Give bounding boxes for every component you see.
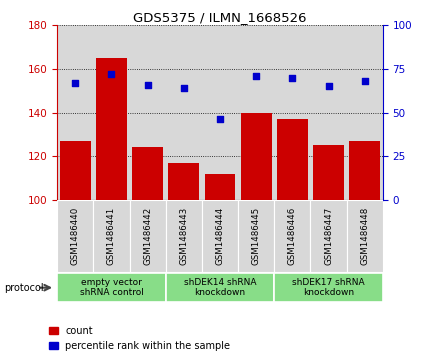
Point	[361, 78, 368, 84]
Text: GSM1486441: GSM1486441	[107, 207, 116, 265]
Text: shDEK17 shRNA
knockdown: shDEK17 shRNA knockdown	[292, 278, 365, 297]
Bar	[60, 141, 91, 200]
Bar	[347, 200, 383, 272]
Bar	[132, 147, 163, 200]
Title: GDS5375 / ILMN_1668526: GDS5375 / ILMN_1668526	[133, 11, 307, 24]
Bar	[57, 200, 93, 272]
Bar	[311, 25, 347, 200]
Bar	[238, 200, 274, 272]
Bar	[129, 25, 166, 200]
Bar	[274, 25, 311, 200]
Bar	[202, 200, 238, 272]
Bar	[311, 200, 347, 272]
Bar	[166, 200, 202, 272]
Point	[144, 82, 151, 87]
Text: empty vector
shRNA control: empty vector shRNA control	[80, 278, 143, 297]
Point	[325, 83, 332, 89]
Bar	[96, 58, 127, 200]
Point	[72, 80, 79, 86]
Bar	[93, 200, 129, 272]
Text: GSM1486443: GSM1486443	[180, 207, 188, 265]
Bar	[349, 141, 380, 200]
Bar	[277, 119, 308, 200]
Bar	[57, 273, 166, 302]
Point	[289, 75, 296, 81]
Point	[108, 71, 115, 77]
Legend: count, percentile rank within the sample: count, percentile rank within the sample	[49, 326, 231, 351]
Bar	[169, 163, 199, 200]
Bar	[166, 25, 202, 200]
Bar	[274, 200, 311, 272]
Bar	[313, 145, 344, 200]
Text: GSM1486445: GSM1486445	[252, 207, 260, 265]
Text: GSM1486444: GSM1486444	[216, 207, 224, 265]
Text: GSM1486446: GSM1486446	[288, 207, 297, 265]
Text: GSM1486440: GSM1486440	[71, 207, 80, 265]
Bar	[202, 25, 238, 200]
Bar	[205, 174, 235, 200]
Point	[180, 85, 187, 91]
Bar	[93, 25, 129, 200]
Bar	[241, 113, 271, 200]
Text: shDEK14 shRNA
knockdown: shDEK14 shRNA knockdown	[184, 278, 256, 297]
Bar	[57, 25, 93, 200]
Bar	[347, 25, 383, 200]
Text: GSM1486447: GSM1486447	[324, 207, 333, 265]
Bar	[129, 200, 166, 272]
Bar	[166, 273, 274, 302]
Bar	[274, 273, 383, 302]
Bar	[238, 25, 274, 200]
Text: GSM1486448: GSM1486448	[360, 207, 369, 265]
Text: protocol: protocol	[4, 283, 44, 293]
Text: GSM1486442: GSM1486442	[143, 207, 152, 265]
Point	[216, 117, 224, 122]
Point	[253, 73, 260, 79]
